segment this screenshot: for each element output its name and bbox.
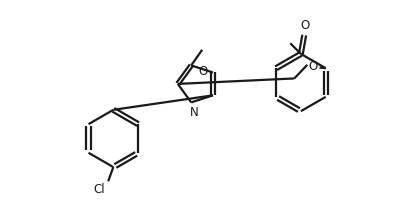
Text: O: O [198, 65, 208, 78]
Text: N: N [189, 107, 198, 119]
Text: O: O [300, 19, 309, 32]
Text: Cl: Cl [94, 183, 105, 195]
Text: O: O [309, 60, 318, 73]
